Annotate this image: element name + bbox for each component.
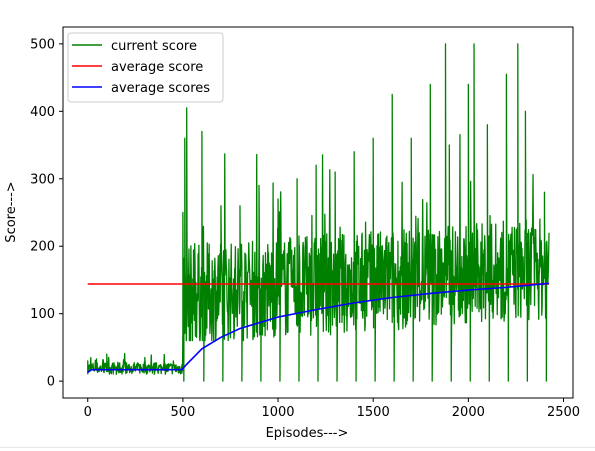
y-tick-label: 100 [30, 307, 55, 322]
x-tick-label: 500 [170, 405, 195, 420]
bottom-separator [0, 447, 595, 448]
x-tick-label: 2000 [452, 405, 485, 420]
series-line-current-score [87, 43, 550, 382]
series-line-average-scores [87, 282, 550, 374]
legend-label-current-score: current score [111, 39, 197, 54]
y-tick-label: 0 [47, 375, 55, 390]
y-tick-label: 400 [30, 105, 55, 120]
y-axis: 0 100 200 300 400 500 [30, 37, 63, 390]
x-tick-label: 0 [84, 405, 92, 420]
x-tick-label: 2500 [547, 405, 580, 420]
plot-area [87, 43, 550, 382]
y-tick-label: 300 [30, 172, 55, 187]
x-axis: 0 500 1000 1500 2000 2500 [84, 398, 580, 420]
legend-label-average-scores: average scores [111, 81, 210, 96]
x-axis-label: Episodes---> [266, 426, 349, 441]
x-tick-label: 1500 [357, 405, 390, 420]
y-axis-label: Score---> [4, 181, 19, 242]
legend-box [67, 32, 224, 103]
legend-label-average-score: average score [111, 60, 203, 75]
y-tick-label: 500 [30, 37, 55, 52]
x-tick-label: 1000 [261, 405, 294, 420]
y-tick-label: 200 [30, 240, 55, 255]
legend: current score average score average scor… [67, 32, 224, 103]
plot-frame [62, 26, 574, 399]
